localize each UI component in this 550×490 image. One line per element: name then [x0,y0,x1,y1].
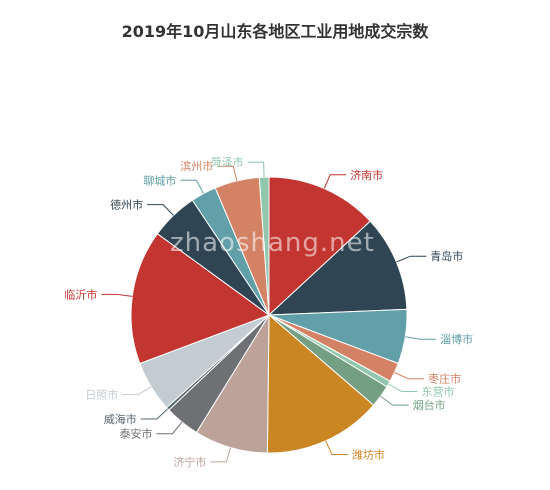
pie-slices [130,176,408,454]
pie-leader-3 [394,372,425,380]
pie-leader-0 [323,174,347,189]
pie-label-11: 临沂市 [64,287,97,301]
pie-leader-2 [405,336,437,340]
pie-label-9: 威海市 [104,412,137,426]
pie-label-10: 日照市 [85,388,118,402]
pie-label-7: 济宁市 [173,455,206,469]
pie-label-6: 潍坊市 [352,448,385,462]
pie-leader-lines [101,161,437,463]
pie-leader-11 [101,293,133,297]
pie-leader-7 [210,447,231,463]
pie-label-15: 菏泽市 [211,155,244,169]
pie-slice-6[interactable] [266,313,375,454]
pie-label-8: 泰安市 [120,427,153,441]
pie-leader-6 [325,440,348,455]
pie-label-13: 聊城市 [143,173,176,187]
pie-leader-1 [396,255,427,263]
pie-slice-0[interactable] [268,176,371,317]
pie-leader-10 [122,386,152,396]
pie-leader-4 [388,383,418,392]
pie-leader-9 [140,408,169,420]
pie-label-3: 枣庄市 [428,372,461,386]
pie-label-0: 济南市 [350,168,383,182]
pie-leader-14 [217,165,238,181]
pie-label-12: 德州市 [110,198,143,212]
pie-leader-12 [147,204,174,216]
pie-leader-15 [247,161,265,178]
pie-label-14: 滨州市 [180,159,213,173]
pie-label-2: 淄博市 [440,332,473,346]
pie-leader-8 [156,421,183,435]
pie-label-5: 烟台市 [413,398,446,412]
pie-leader-13 [180,179,204,194]
chart-title: 2019年10月山东各地区工业用地成交宗数 [121,22,429,41]
pie-leader-5 [380,395,409,406]
pie-label-4: 东营市 [422,385,455,399]
pie-label-1: 青岛市 [430,249,463,263]
